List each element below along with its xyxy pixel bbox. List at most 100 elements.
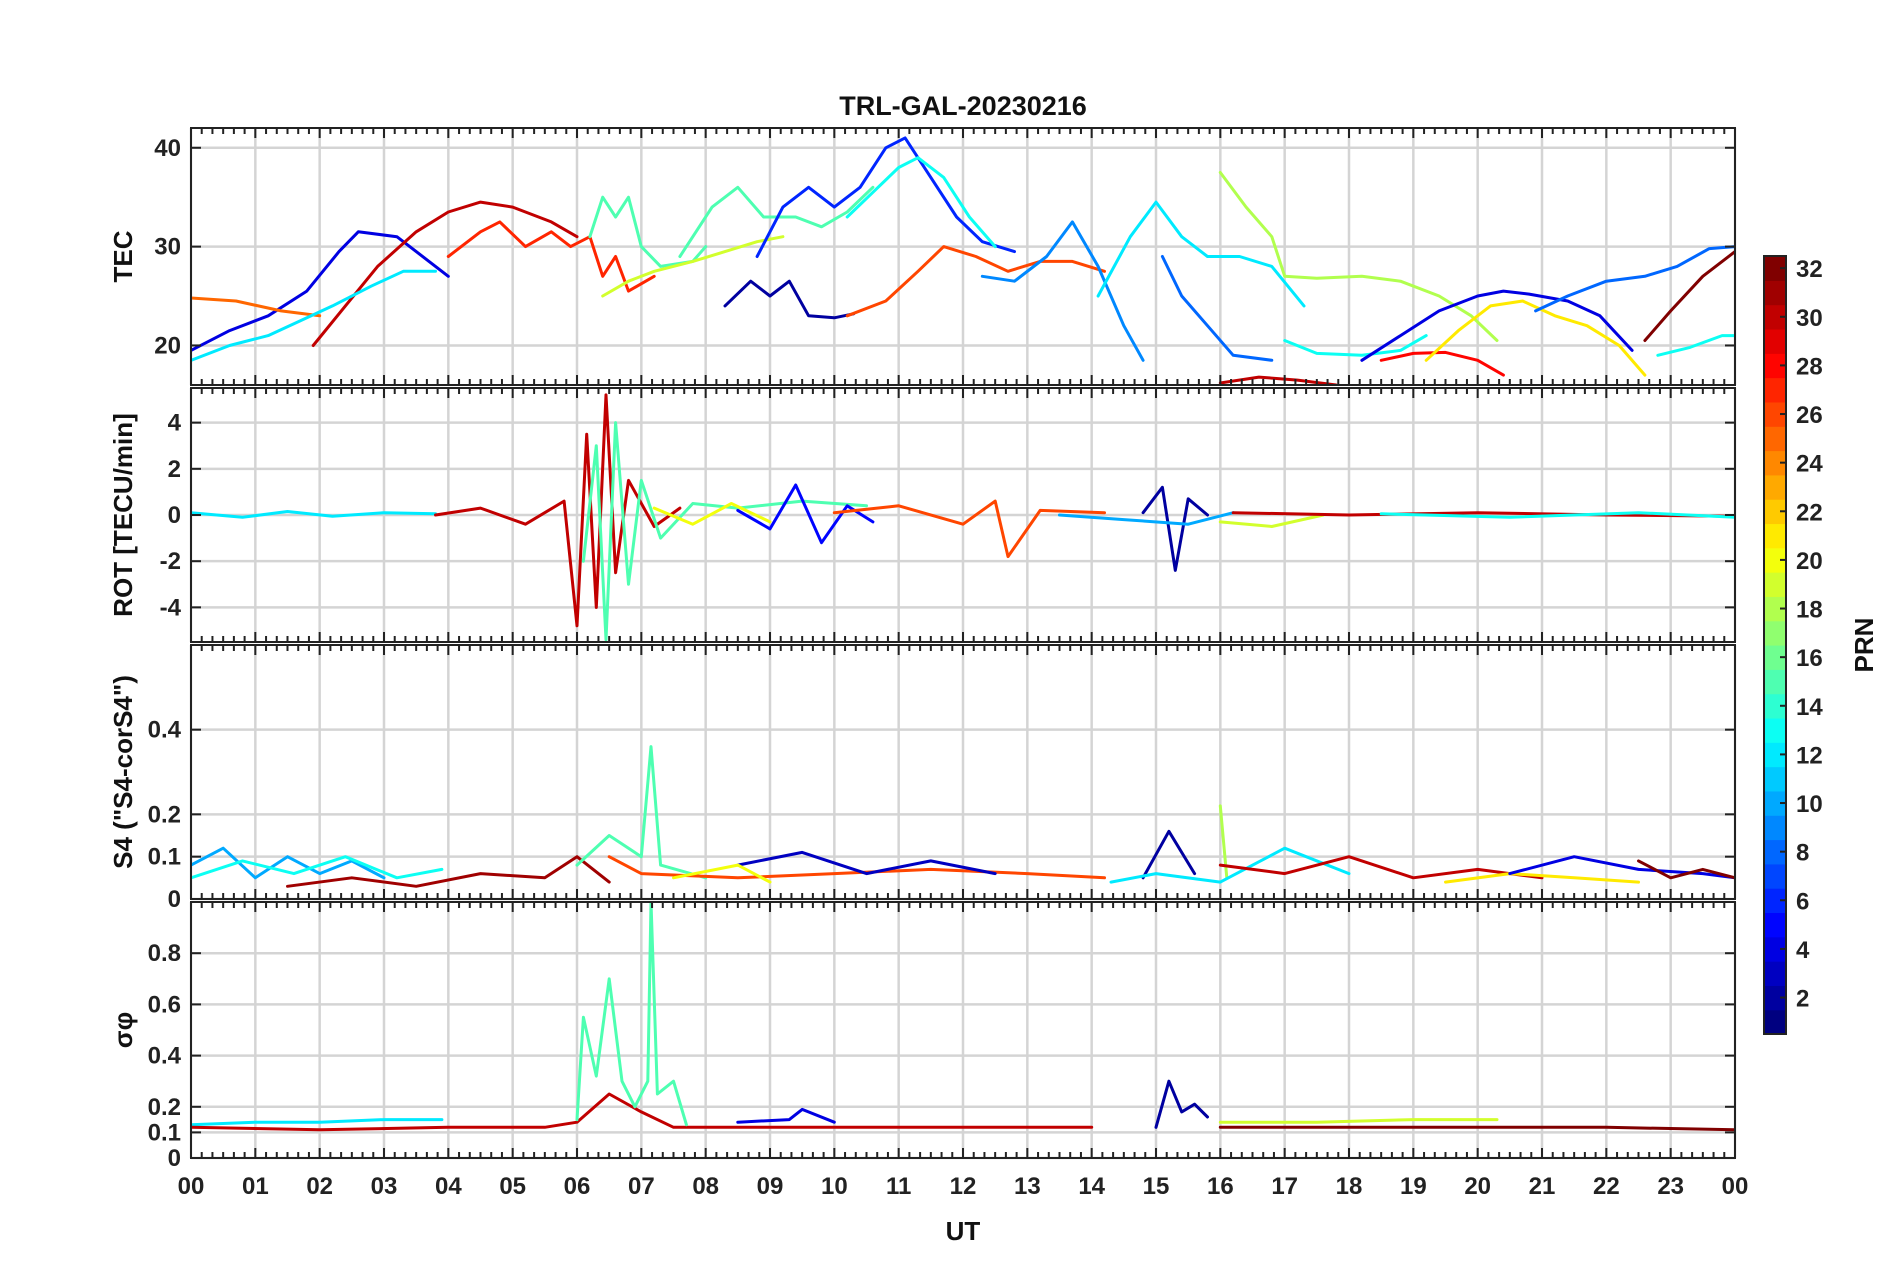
y-tick-label-s4: 0.4 (148, 717, 182, 744)
s4-series-prn-21 (1444, 872, 1640, 884)
colorbar-tick-label: 26 (1796, 402, 1823, 429)
sigma-series-prn-19 (1218, 1118, 1499, 1124)
s4-series-prn-30 (1218, 855, 1544, 880)
x-tick-label: 11 (886, 1173, 911, 1200)
y-tick-label-tec: 30 (154, 234, 181, 261)
colorbar-tick-label: 8 (1796, 840, 1809, 867)
x-minor-ticks-rot (190, 388, 1736, 642)
rot-series-prn-19 (1218, 513, 1325, 528)
x-tick-labels: 00 01 02 03 04 05 06 07 08 09 10 11 12 13 14 15 16 17 18 19… (178, 1173, 1749, 1200)
tec-series-prn-26 (845, 245, 1106, 318)
x-tick-label: 00 (1722, 1173, 1749, 1200)
x-tick-label: 04 (435, 1173, 462, 1200)
colorbar-swatch (1764, 304, 1786, 330)
tec-series-prn-13 (1283, 334, 1428, 357)
y-tick-label-sigma: 0.8 (148, 940, 181, 967)
s4-series-prn-3 (736, 850, 997, 876)
colorbar-swatch (1764, 742, 1786, 768)
colorbar-swatch (1764, 669, 1786, 695)
colorbar-tick-label: 10 (1796, 791, 1823, 818)
y-tick-label-sigma: 0.2 (148, 1094, 181, 1121)
y-tick-label-rot: -4 (160, 594, 182, 621)
rot-series-prn-10 (1058, 511, 1235, 526)
colorbar-tick-label: 12 (1796, 742, 1823, 769)
colorbar-swatch (1764, 961, 1786, 986)
colorbar-swatch (1764, 377, 1786, 403)
s4-series-prn-4 (1508, 855, 1735, 880)
x-axis-label: UT (946, 1216, 981, 1246)
tec-series-prn-12 (191, 269, 437, 362)
colorbar-frame (1763, 255, 1787, 1035)
y-tick-label-s4: 0.2 (148, 801, 181, 828)
tec-series-prn-15 (588, 195, 708, 268)
colorbar-swatch (1764, 280, 1786, 306)
y-tick-label-sigma: 0.4 (148, 1043, 182, 1070)
colorbar-tick-label: 4 (1796, 937, 1810, 964)
x-tick-label: 03 (371, 1173, 398, 1200)
y-tick-label-rot: -2 (160, 548, 181, 575)
y-tick-label-rot: 4 (168, 410, 182, 437)
colorbar-swatch (1764, 523, 1786, 549)
tec-series-prn-19 (601, 235, 785, 298)
x-tick-label: 10 (821, 1173, 848, 1200)
colorbar-tick-label: 20 (1796, 548, 1823, 575)
sigma-series-prn-2 (1154, 1079, 1209, 1129)
tec-series-prn-9 (980, 220, 1145, 362)
tec-series-prn-13 (1656, 334, 1735, 357)
colorbar-tick-label: 22 (1796, 499, 1823, 526)
sigma-series-prn-30 (191, 1092, 1094, 1132)
colorbar-swatch (1764, 499, 1786, 525)
x-tick-label: 21 (1529, 1173, 1556, 1200)
series-group-rot (191, 393, 1735, 642)
x-tick-label: 12 (950, 1173, 977, 1200)
series-group-tec (191, 136, 1735, 385)
colorbar-swatch (1764, 474, 1786, 500)
y-tick-label-s4: 0.1 (148, 844, 181, 871)
sigma-series-prn-32 (1218, 1125, 1735, 1132)
tec-series-prn-12 (1096, 200, 1306, 308)
x-tick-label: 00 (178, 1173, 205, 1200)
colorbar-swatch (1764, 596, 1786, 622)
y-axis-label-s4: S4 ("S4-corS4") (108, 675, 138, 869)
x-minor-ticks-s4 (190, 645, 1736, 899)
colorbar-swatch (1764, 888, 1786, 914)
s4-series-prn-32 (1637, 859, 1735, 880)
s4-series-prn-31 (286, 855, 611, 888)
tec-series-prn-18 (1218, 171, 1499, 342)
tec-series-prn-4 (1360, 289, 1634, 362)
colorbar-swatch (1764, 693, 1786, 719)
rot-series-prn-12 (191, 510, 437, 519)
panel-sigma: 00.10.2 0.4 0.6 0.8 σφ (108, 901, 1737, 1172)
tec-series-prn-15 (678, 185, 875, 258)
y-tick-label-s4: 0 (168, 886, 181, 913)
s4-series-prn-12 (1109, 846, 1351, 884)
colorbar-swatch (1764, 839, 1786, 865)
colorbar-tick-label: 14 (1796, 694, 1823, 721)
rot-series-prn-5 (736, 483, 875, 545)
y-tick-label-sigma: 0.6 (148, 991, 181, 1018)
x-tick-label: 13 (1014, 1173, 1041, 1200)
s4-series-prn-26 (607, 855, 1106, 880)
tec-series-prn-8 (1534, 245, 1735, 313)
y-tick-label-rot: 2 (168, 456, 181, 483)
x-tick-label: 18 (1336, 1173, 1363, 1200)
colorbar-label: PRN (1849, 618, 1879, 673)
series-group-sigma (191, 902, 1735, 1132)
colorbar-swatch (1764, 450, 1786, 476)
x-tick-label: 06 (564, 1173, 591, 1200)
grid-rot (189, 388, 1737, 642)
tec-series-prn-32 (1643, 250, 1735, 342)
x-tick-label: 09 (757, 1173, 784, 1200)
x-tick-label: 14 (1078, 1173, 1105, 1200)
colorbar-swatch (1764, 328, 1786, 354)
colorbar-swatch (1764, 790, 1786, 816)
x-tick-label: 02 (306, 1173, 333, 1200)
y-axis-label-sigma: σφ (108, 1012, 138, 1048)
colorbar-tick-label: 30 (1796, 305, 1823, 332)
s4-series-prn-2 (1141, 829, 1197, 880)
tec-series-prn-6 (755, 136, 1016, 258)
colorbar-swatch (1764, 936, 1786, 962)
x-minor-ticks-tec (190, 128, 1736, 385)
